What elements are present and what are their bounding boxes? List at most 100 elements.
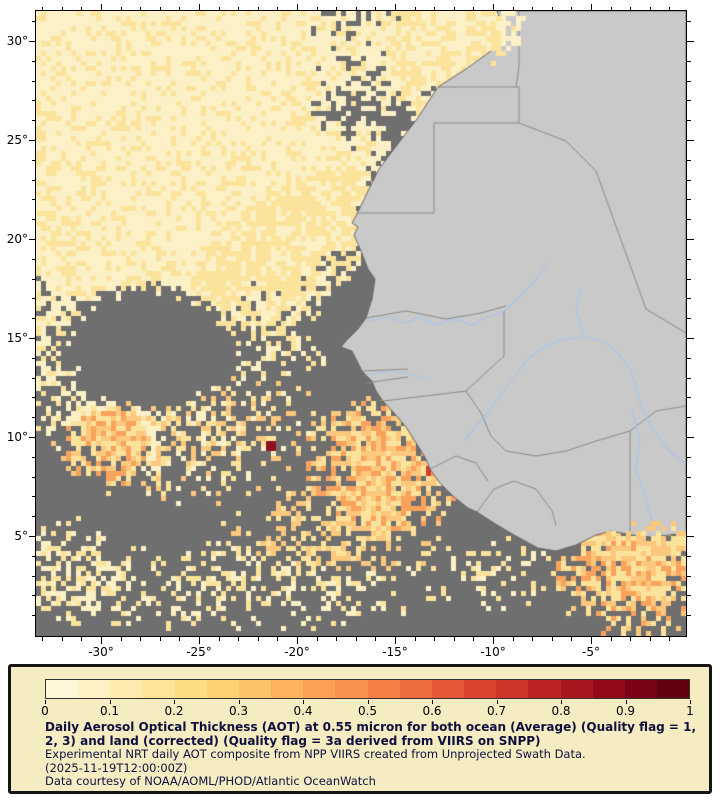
- colorbar-segment: [46, 680, 79, 698]
- lat-tick: [687, 41, 694, 42]
- lat-tick: [32, 595, 36, 597]
- lon-tick: [316, 7, 318, 11]
- lat-axis-label: 10°: [6, 430, 28, 444]
- colorbar-segment: [303, 680, 336, 698]
- lon-tick: [101, 637, 102, 644]
- lat-tick: [687, 338, 694, 339]
- lat-tick: [687, 377, 691, 379]
- lat-tick: [29, 437, 36, 438]
- colorbar-tick-label: 0: [41, 704, 49, 718]
- lon-tick: [649, 7, 651, 11]
- lon-tick: [395, 4, 396, 11]
- lon-tick: [375, 7, 377, 11]
- lat-axis-label: 25°: [6, 133, 28, 147]
- lon-tick: [199, 4, 200, 11]
- lon-tick: [375, 637, 377, 641]
- colorbar-segment: [335, 680, 368, 698]
- lat-tick: [32, 377, 36, 379]
- lat-tick: [32, 516, 36, 518]
- lat-tick: [32, 476, 36, 478]
- lat-tick: [32, 496, 36, 498]
- lon-tick: [238, 637, 240, 641]
- lat-tick: [687, 159, 691, 161]
- lon-tick: [199, 637, 200, 644]
- lon-tick: [355, 637, 357, 641]
- lon-tick: [649, 637, 651, 641]
- lat-tick: [687, 417, 691, 419]
- lat-tick: [687, 258, 691, 260]
- lat-axis-label: 30°: [6, 34, 28, 48]
- lon-tick: [473, 637, 475, 641]
- lat-tick: [687, 397, 691, 399]
- lon-tick: [551, 637, 553, 641]
- lat-tick: [687, 516, 691, 518]
- lat-tick: [687, 357, 691, 359]
- lat-tick: [687, 199, 691, 201]
- aot-map-canvas: [36, 11, 686, 636]
- colorbar-tick-label: 0.3: [228, 704, 249, 718]
- lat-tick: [29, 338, 36, 339]
- caption-title: Daily Aerosol Optical Thickness (AOT) at…: [45, 720, 697, 748]
- colorbar-ticks: 0 0.1 0.2 0.3 0.4 0.5 0.6 0.7 0.8 0.9 1: [41, 700, 694, 718]
- lon-axis-label: -5°: [582, 645, 600, 659]
- lon-tick: [61, 637, 63, 641]
- lat-tick: [32, 575, 36, 577]
- lat-tick: [687, 437, 694, 438]
- lon-tick: [414, 637, 416, 641]
- colorbar-tick-label: 0.4: [293, 704, 313, 718]
- colorbar-tickmark: [690, 700, 691, 704]
- lon-tick: [120, 637, 122, 641]
- lat-tick: [32, 417, 36, 419]
- lon-tick: [473, 7, 475, 11]
- lon-tick: [355, 7, 357, 11]
- lat-tick: [32, 100, 36, 102]
- lat-tick: [29, 239, 36, 240]
- lat-tick: [687, 278, 691, 280]
- lat-tick: [687, 239, 694, 240]
- lon-tick: [277, 7, 279, 11]
- lat-tick: [32, 298, 36, 300]
- colorbar-tick-label: 1: [686, 704, 694, 718]
- caption-subtitle: Experimental NRT daily AOT composite fro…: [45, 747, 586, 761]
- colorbar-tick-label: 0.9: [615, 704, 636, 718]
- lon-tick: [532, 7, 534, 11]
- colorbar-segment: [110, 680, 143, 698]
- lat-tick: [32, 555, 36, 557]
- lon-tick: [316, 637, 318, 641]
- colorbar-tickmark: [303, 700, 304, 704]
- lat-tick: [687, 318, 691, 320]
- colorbar-tick-label: 0.8: [551, 704, 571, 718]
- lon-tick: [257, 7, 259, 11]
- colorbar-tick-label: 0.7: [486, 704, 507, 718]
- lat-tick: [687, 536, 694, 537]
- colorbar-tickmark: [109, 700, 111, 704]
- lat-tick: [29, 140, 36, 141]
- aot-map-frame: [35, 10, 687, 637]
- colorbar-segment: [656, 680, 690, 698]
- lat-tick: [32, 80, 36, 82]
- lat-tick: [29, 536, 36, 537]
- legend-caption: Daily Aerosol Optical Thickness (AOT) at…: [45, 720, 699, 789]
- lon-tick: [179, 637, 181, 641]
- lat-tick: [687, 615, 691, 617]
- lon-tick: [512, 7, 514, 11]
- lat-axis-label: 20°: [6, 232, 28, 246]
- lon-axis-label: -25°: [186, 645, 212, 659]
- colorbar-segment: [464, 680, 497, 698]
- lon-tick: [453, 637, 455, 641]
- lat-tick: [32, 357, 36, 359]
- lon-tick: [120, 7, 122, 11]
- colorbar-segment: [560, 680, 593, 698]
- colorbar-tickmark: [496, 700, 498, 704]
- lat-tick: [687, 298, 691, 300]
- lon-tick: [297, 4, 298, 11]
- lat-tick: [687, 575, 691, 577]
- lon-tick: [81, 637, 83, 641]
- colorbar-segment: [592, 680, 625, 698]
- colorbar-tick-label: 0.1: [99, 704, 120, 718]
- lat-tick: [32, 120, 36, 122]
- lon-tick: [257, 637, 259, 641]
- lon-tick: [610, 7, 612, 11]
- lon-tick: [42, 7, 44, 11]
- lon-tick: [669, 637, 671, 641]
